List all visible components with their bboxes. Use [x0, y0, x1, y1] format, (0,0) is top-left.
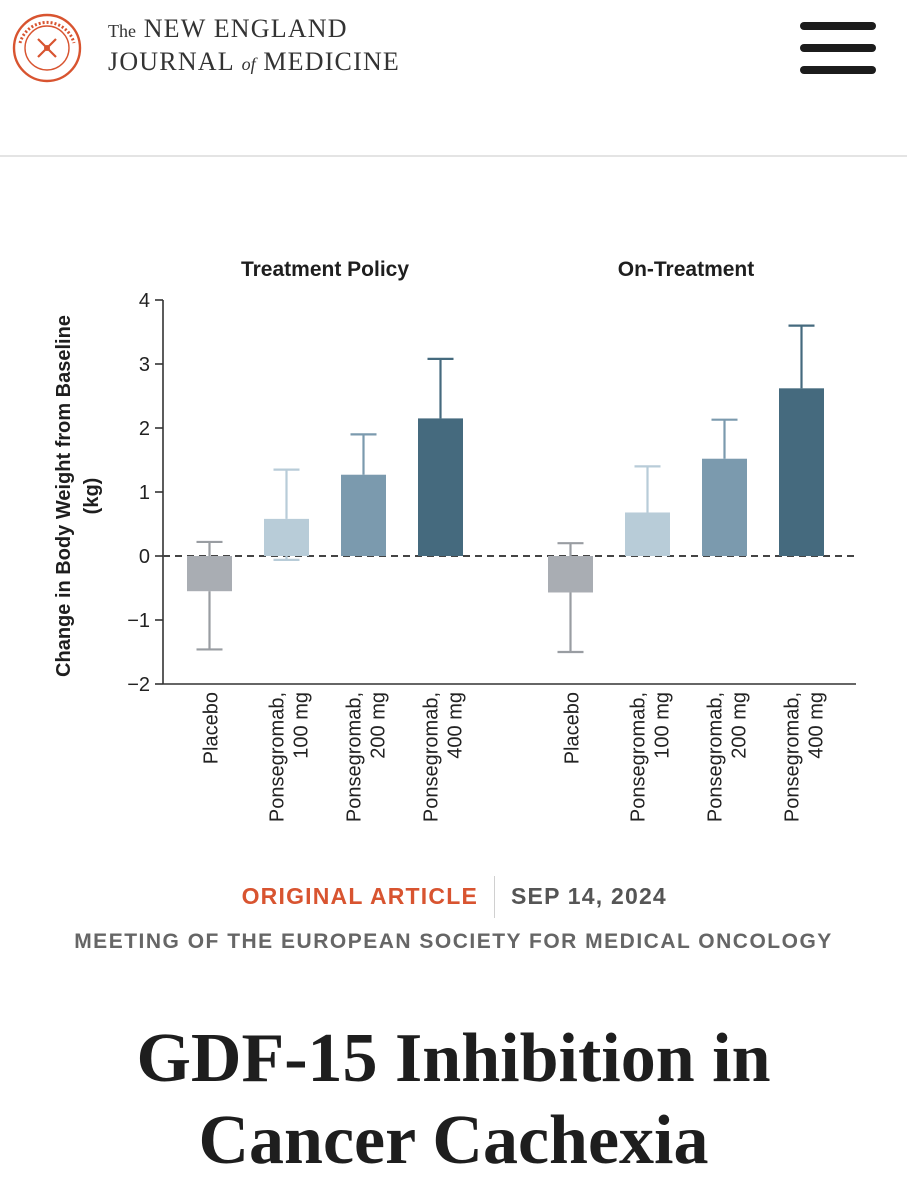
category-label: Ponsegromab,	[782, 692, 804, 822]
masthead-new-england: NEW ENGLAND	[143, 14, 348, 43]
bar-treatment-policy-0	[187, 556, 232, 592]
y-tick-label: 3	[139, 354, 150, 376]
category-label: 400 mg	[806, 692, 828, 759]
panel-title: On-Treatment	[618, 258, 755, 281]
category-label: Ponsegromab,	[421, 692, 443, 822]
meeting-label[interactable]: MEETING OF THE EUROPEAN SOCIETY FOR MEDI…	[74, 930, 833, 953]
y-tick-label: 2	[139, 418, 150, 440]
masthead-journal: JOURNAL	[108, 47, 234, 76]
bar-on-treatment-0	[548, 556, 593, 593]
site-header: The NEW ENGLAND JOURNAL of MEDICINE	[0, 0, 907, 157]
article-type-label[interactable]: ORIGINAL ARTICLE	[241, 883, 478, 909]
bar-treatment-policy-1	[264, 518, 309, 556]
article-title[interactable]: GDF-15 Inhibition in Cancer Cachexia	[0, 1018, 907, 1182]
category-label: Ponsegromab,	[628, 692, 650, 822]
masthead-medicine: MEDICINE	[263, 47, 401, 76]
article-meta: ORIGINAL ARTICLE SEP 14, 2024	[0, 876, 907, 918]
bar-treatment-policy-2	[341, 474, 386, 556]
category-label: Placebo	[201, 692, 223, 764]
category-label: 200 mg	[368, 692, 390, 759]
category-label: 400 mg	[445, 692, 467, 759]
article-title-line-1: GDF-15 Inhibition in	[136, 1020, 771, 1097]
meta-separator	[494, 876, 495, 918]
y-tick-label: −2	[127, 674, 150, 696]
hamburger-menu-icon[interactable]	[800, 22, 876, 74]
category-label: Placebo	[562, 692, 584, 764]
y-axis-label-unit: (kg)	[81, 478, 103, 515]
y-tick-label: 0	[139, 546, 150, 568]
panel-title: Treatment Policy	[241, 258, 409, 281]
masthead-the: The	[108, 21, 136, 41]
category-label: Ponsegromab,	[344, 692, 366, 822]
body-weight-bar-chart: 4 3 2 1 0 −1 −2 Change in Body Weight from Base…	[53, 258, 856, 822]
bar-on-treatment-1	[625, 512, 670, 556]
bar-treatment-policy-3	[418, 418, 463, 556]
header-divider	[0, 155, 907, 157]
masthead-of: of	[241, 54, 256, 74]
bar-on-treatment-2	[702, 458, 747, 556]
y-axis-label: Change in Body Weight from Baseline	[53, 315, 75, 677]
y-tick-label: 1	[139, 482, 150, 504]
category-label: 200 mg	[729, 692, 751, 759]
article-date: SEP 14, 2024	[511, 883, 667, 909]
category-label: 100 mg	[291, 692, 313, 759]
bar-on-treatment-3	[779, 388, 824, 556]
y-tick-label: 4	[139, 290, 150, 312]
category-label: Ponsegromab,	[267, 692, 289, 822]
category-label: 100 mg	[652, 692, 674, 759]
nejm-seal-logo[interactable]	[12, 13, 82, 83]
article-title-line-2: Cancer Cachexia	[198, 1102, 709, 1179]
category-label: Ponsegromab,	[705, 692, 727, 822]
y-tick-label: −1	[127, 610, 150, 632]
masthead-wordmark[interactable]: The NEW ENGLAND JOURNAL of MEDICINE	[108, 14, 400, 80]
